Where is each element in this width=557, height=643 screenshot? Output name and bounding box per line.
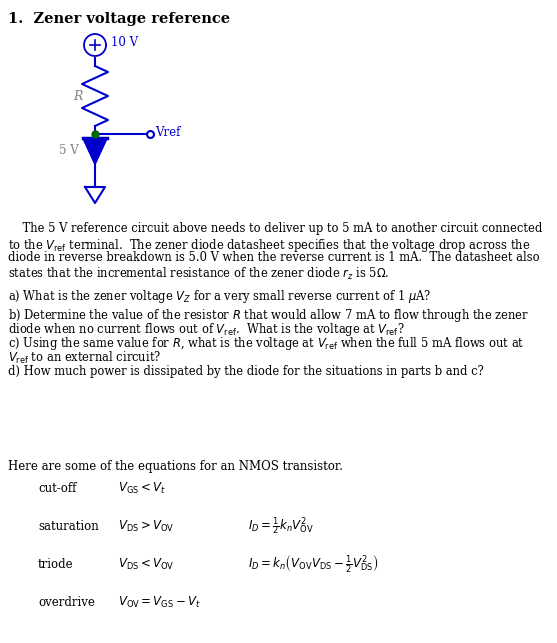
Text: $I_D = \frac{1}{2}k_n V_{\mathrm{OV}}^2$: $I_D = \frac{1}{2}k_n V_{\mathrm{OV}}^2$ [248, 515, 314, 537]
Text: $V_{\mathrm{DS}} > V_{\mathrm{OV}}$: $V_{\mathrm{DS}} > V_{\mathrm{OV}}$ [118, 518, 174, 534]
Text: cut-off: cut-off [38, 482, 76, 494]
Text: $V_{\mathrm{OV}} = V_{\mathrm{GS}} - V_t$: $V_{\mathrm{OV}} = V_{\mathrm{GS}} - V_t… [118, 594, 201, 610]
Text: $V_{\mathrm{GS}} < V_t$: $V_{\mathrm{GS}} < V_t$ [118, 480, 166, 496]
Text: $V_{\mathrm{DS}} < V_{\mathrm{OV}}$: $V_{\mathrm{DS}} < V_{\mathrm{OV}}$ [118, 556, 174, 572]
Text: c) Using the same value for $R$, what is the voltage at $V_{\mathrm{ref}}$ when : c) Using the same value for $R$, what is… [8, 336, 524, 352]
Text: 10 V: 10 V [111, 37, 138, 50]
Text: to the $V_{\mathrm{ref}}$ terminal.  The zener diode datasheet specifies that th: to the $V_{\mathrm{ref}}$ terminal. The … [8, 237, 530, 253]
Text: diode when no current flows out of $V_{\mathrm{ref}}$.  What is the voltage at $: diode when no current flows out of $V_{\… [8, 321, 405, 338]
Text: a) What is the zener voltage $V_Z$ for a very small reverse current of 1 $\mu$A?: a) What is the zener voltage $V_Z$ for a… [8, 288, 431, 305]
Text: diode in reverse breakdown is 5.0 V when the reverse current is 1 mA.  The datas: diode in reverse breakdown is 5.0 V when… [8, 251, 540, 264]
Text: triode: triode [38, 557, 74, 570]
Text: The 5 V reference circuit above needs to deliver up to 5 mA to another circuit c: The 5 V reference circuit above needs to… [8, 222, 543, 235]
Text: 1.  Zener voltage reference: 1. Zener voltage reference [8, 12, 230, 26]
Text: saturation: saturation [38, 520, 99, 532]
Text: 5 V: 5 V [59, 145, 79, 158]
Text: $I_D = k_n\left(V_{\mathrm{OV}}V_{\mathrm{DS}} - \frac{1}{2}V_{\mathrm{DS}}^2\ri: $I_D = k_n\left(V_{\mathrm{OV}}V_{\mathr… [248, 554, 379, 574]
Text: overdrive: overdrive [38, 595, 95, 608]
Text: Here are some of the equations for an NMOS transistor.: Here are some of the equations for an NM… [8, 460, 343, 473]
Text: R: R [73, 89, 82, 102]
Text: b) Determine the value of the resistor $R$ that would allow 7 mA to flow through: b) Determine the value of the resistor $… [8, 307, 529, 323]
Polygon shape [83, 138, 107, 164]
Text: states that the incremental resistance of the zener diode $r_z$ is 5$\Omega$.: states that the incremental resistance o… [8, 266, 389, 282]
Text: d) How much power is dissipated by the diode for the situations in parts b and c: d) How much power is dissipated by the d… [8, 365, 483, 377]
Text: $V_{\mathrm{ref}}$ to an external circuit?: $V_{\mathrm{ref}}$ to an external circui… [8, 350, 161, 366]
Text: Vref: Vref [155, 127, 180, 140]
